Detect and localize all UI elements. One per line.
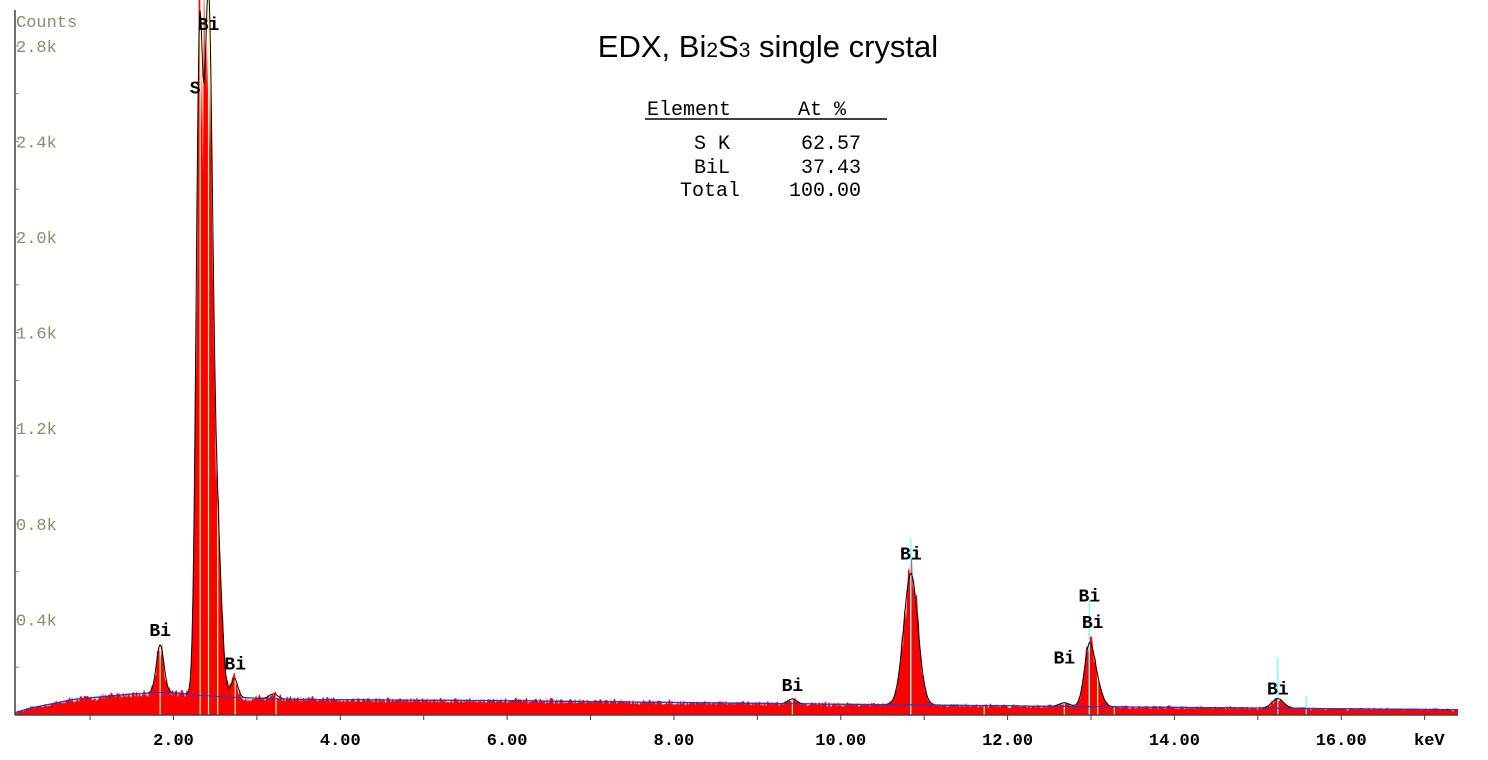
peak-label: Bi: [149, 622, 171, 642]
title-prefix: EDX, Bi: [598, 29, 707, 64]
x-axis-unit-label: keV: [1414, 732, 1445, 751]
spectrum-fill: [15, 0, 1458, 715]
table-row-value: 100.00: [789, 180, 861, 203]
fit-envelope-line: [14, 0, 1458, 714]
x-tick-label: 2.00: [153, 732, 194, 751]
x-tick-label: 10.00: [815, 732, 866, 751]
peak-label: Bi: [900, 546, 922, 566]
title-subscript-2: 3: [739, 39, 751, 62]
table-header-at-percent: At %: [798, 99, 847, 122]
x-tick-label: 6.00: [487, 732, 528, 751]
axes: [14, 10, 1458, 716]
y-tick-label: 2.8k: [16, 39, 57, 58]
chart-title: EDX, Bi2S3 single crystal: [598, 29, 938, 64]
peak-label: Bi: [224, 656, 246, 676]
table-header-element: Element: [647, 99, 731, 122]
y-tick-label: 0.8k: [16, 517, 57, 536]
peak-labels: Bi S Bi Bi Bi Bi Bi Bi Bi Bi: [149, 16, 1289, 701]
y-tick-label: 1.2k: [16, 421, 57, 440]
x-tick-label: 14.00: [1149, 732, 1200, 751]
composition-table: Element At % S K 62.57 BiL 37.43 Total 1…: [645, 99, 887, 203]
x-axis-ticks: 2.00 4.00 6.00 8.00 10.00 12.00 14.00 16.00: [89, 715, 1426, 751]
y-tick-label: 0.4k: [16, 612, 57, 631]
background-line: [14, 691, 1458, 714]
peak-label: Bi: [1082, 614, 1104, 634]
peak-label: Bi: [1267, 681, 1289, 701]
table-row-element: Total: [680, 180, 740, 203]
title-suffix: single crystal: [750, 29, 938, 64]
table-row-element: BiL: [694, 157, 730, 180]
table-row-element: S K: [694, 133, 730, 156]
peak-label: Bi: [1079, 587, 1101, 607]
spectrum-fill-area: [15, 0, 1458, 715]
x-tick-label: 4.00: [320, 732, 361, 751]
y-tick-label: 2.0k: [16, 230, 57, 249]
title-mid: S: [718, 29, 739, 64]
x-tick-label: 8.00: [654, 732, 695, 751]
y-tick-label: 2.4k: [16, 134, 57, 153]
peak-label: Bi: [198, 16, 220, 36]
x-tick-label: 12.00: [982, 732, 1033, 751]
table-row-value: 62.57: [801, 133, 861, 156]
y-axis-label: Counts: [16, 14, 77, 33]
x-tick-label: 16.00: [1316, 732, 1367, 751]
peak-label: Bi: [1053, 650, 1075, 670]
peak-label: S: [190, 80, 201, 100]
peak-marker-lines: [159, 0, 1307, 715]
spectrum-envelope: [14, 0, 1458, 714]
table-row-value: 37.43: [801, 157, 861, 180]
peak-label: Bi: [782, 677, 804, 697]
y-tick-label: 1.6k: [16, 326, 57, 345]
y-axis-ticks: 0.4k 0.8k 1.2k 1.6k 2.0k 2.4k 2.8k: [15, 39, 57, 668]
title-subscript-1: 2: [706, 39, 718, 62]
